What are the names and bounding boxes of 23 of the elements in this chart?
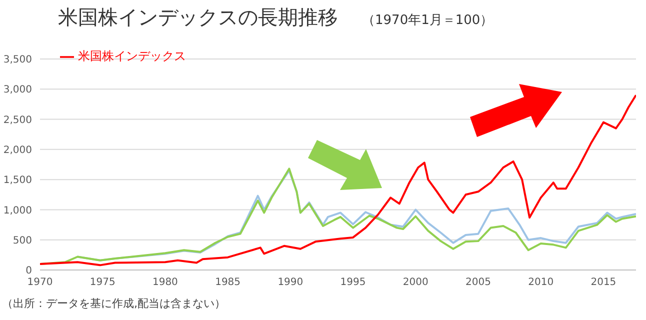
x-tick-label: 1995 [340, 277, 366, 288]
x-tick-label: 1985 [215, 277, 241, 288]
x-tick-label: 2000 [402, 277, 428, 288]
x-tick-label: 2010 [528, 277, 554, 288]
chart-title: 米国株インデックスの長期推移 [58, 5, 338, 29]
y-tick-label: 3,000 [3, 84, 32, 96]
x-tick-label: 2015 [590, 277, 616, 288]
legend-label: 米国株インデックス [78, 49, 186, 63]
y-tick-label: 1,000 [3, 205, 32, 216]
x-tick-label: 2005 [466, 277, 491, 288]
x-tick-label: 1975 [90, 277, 116, 288]
x-tick-label: 1990 [278, 277, 304, 288]
line-series [40, 94, 636, 266]
x-tick-label: 1980 [152, 277, 178, 288]
chart-subtitle: （1970年1月＝100） [362, 13, 494, 28]
x-tick-label: 1970 [27, 277, 53, 288]
y-tick-label: 1,500 [3, 175, 32, 186]
y-tick-label: 0 [26, 266, 32, 277]
text: （出所：データを基に作成,配当は含まない） [2, 296, 226, 311]
y-tick-label: 500 [12, 235, 32, 246]
y-tick-label: 3,500 [3, 54, 32, 66]
y-tick-label: 2,000 [3, 144, 32, 156]
y-tick-label: 2,500 [3, 114, 32, 126]
